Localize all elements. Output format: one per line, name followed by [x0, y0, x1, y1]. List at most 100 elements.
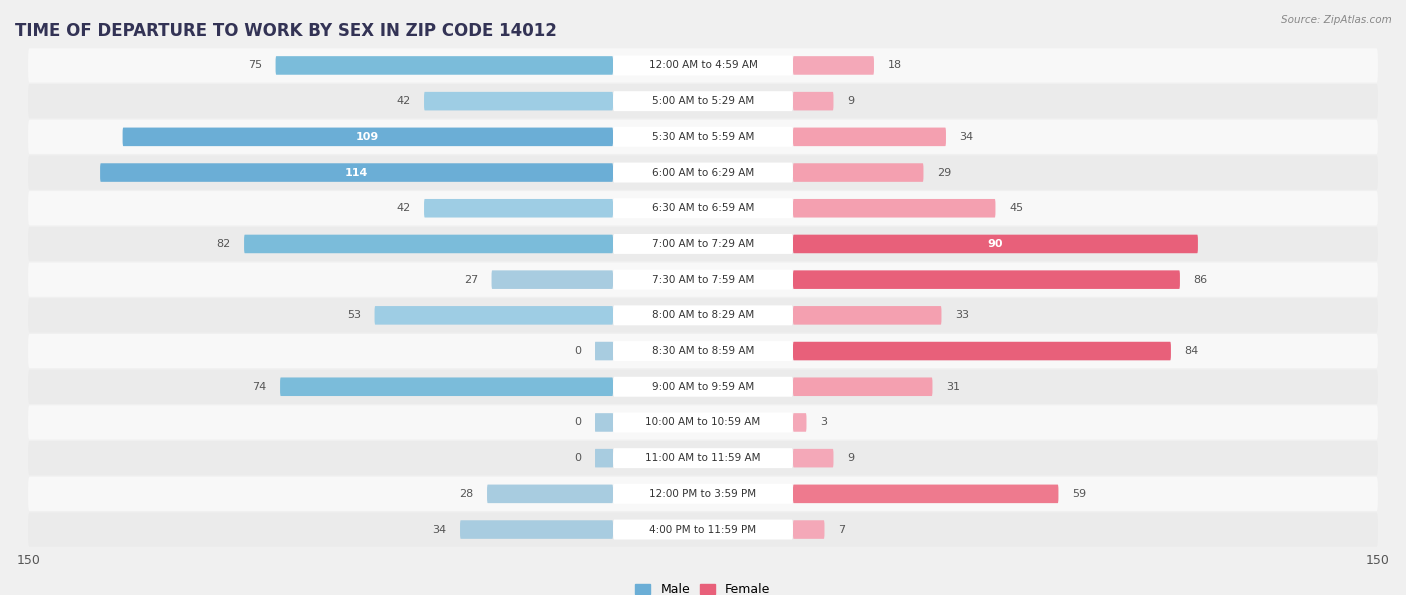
- Text: 7:30 AM to 7:59 AM: 7:30 AM to 7:59 AM: [652, 275, 754, 284]
- FancyBboxPatch shape: [793, 484, 1059, 503]
- Text: 18: 18: [887, 61, 901, 70]
- Text: 7: 7: [838, 525, 845, 534]
- Text: 31: 31: [946, 382, 960, 392]
- FancyBboxPatch shape: [28, 191, 1378, 226]
- Legend: Male, Female: Male, Female: [630, 578, 776, 595]
- Text: 42: 42: [396, 96, 411, 106]
- FancyBboxPatch shape: [595, 342, 613, 361]
- FancyBboxPatch shape: [613, 341, 793, 361]
- Text: Source: ZipAtlas.com: Source: ZipAtlas.com: [1281, 15, 1392, 25]
- FancyBboxPatch shape: [613, 412, 793, 433]
- Text: 109: 109: [356, 132, 380, 142]
- FancyBboxPatch shape: [613, 55, 793, 76]
- FancyBboxPatch shape: [28, 262, 1378, 297]
- Text: 28: 28: [460, 489, 474, 499]
- Text: 86: 86: [1194, 275, 1208, 284]
- Text: 5:00 AM to 5:29 AM: 5:00 AM to 5:29 AM: [652, 96, 754, 106]
- FancyBboxPatch shape: [613, 305, 793, 325]
- Text: 10:00 AM to 10:59 AM: 10:00 AM to 10:59 AM: [645, 418, 761, 427]
- FancyBboxPatch shape: [793, 520, 824, 539]
- Text: 7:00 AM to 7:29 AM: 7:00 AM to 7:29 AM: [652, 239, 754, 249]
- Text: 8:00 AM to 8:29 AM: 8:00 AM to 8:29 AM: [652, 311, 754, 320]
- Text: 12:00 PM to 3:59 PM: 12:00 PM to 3:59 PM: [650, 489, 756, 499]
- FancyBboxPatch shape: [613, 448, 793, 468]
- FancyBboxPatch shape: [613, 234, 793, 254]
- Text: 53: 53: [347, 311, 361, 320]
- Text: 27: 27: [464, 275, 478, 284]
- FancyBboxPatch shape: [793, 56, 875, 75]
- Text: 42: 42: [396, 203, 411, 213]
- Text: 82: 82: [217, 239, 231, 249]
- Text: 0: 0: [575, 418, 582, 427]
- Text: 75: 75: [247, 61, 262, 70]
- FancyBboxPatch shape: [28, 512, 1378, 547]
- FancyBboxPatch shape: [460, 520, 613, 539]
- Text: 9: 9: [846, 453, 853, 463]
- Text: 34: 34: [959, 132, 973, 142]
- FancyBboxPatch shape: [613, 162, 793, 183]
- FancyBboxPatch shape: [613, 91, 793, 111]
- FancyBboxPatch shape: [793, 127, 946, 146]
- FancyBboxPatch shape: [425, 92, 613, 111]
- FancyBboxPatch shape: [793, 413, 807, 432]
- FancyBboxPatch shape: [28, 298, 1378, 333]
- FancyBboxPatch shape: [28, 120, 1378, 154]
- Text: 12:00 AM to 4:59 AM: 12:00 AM to 4:59 AM: [648, 61, 758, 70]
- FancyBboxPatch shape: [28, 48, 1378, 83]
- FancyBboxPatch shape: [793, 199, 995, 218]
- FancyBboxPatch shape: [492, 270, 613, 289]
- Text: 90: 90: [987, 239, 1004, 249]
- FancyBboxPatch shape: [122, 127, 613, 146]
- Text: 29: 29: [936, 168, 952, 177]
- Text: 0: 0: [575, 453, 582, 463]
- FancyBboxPatch shape: [100, 163, 613, 182]
- FancyBboxPatch shape: [793, 449, 834, 468]
- FancyBboxPatch shape: [793, 377, 932, 396]
- Text: 45: 45: [1010, 203, 1024, 213]
- Text: 34: 34: [433, 525, 447, 534]
- Text: 4:00 PM to 11:59 PM: 4:00 PM to 11:59 PM: [650, 525, 756, 534]
- FancyBboxPatch shape: [425, 199, 613, 218]
- Text: 33: 33: [955, 311, 969, 320]
- Text: 5:30 AM to 5:59 AM: 5:30 AM to 5:59 AM: [652, 132, 754, 142]
- FancyBboxPatch shape: [793, 92, 834, 111]
- FancyBboxPatch shape: [245, 234, 613, 253]
- FancyBboxPatch shape: [28, 369, 1378, 404]
- Text: 84: 84: [1184, 346, 1199, 356]
- FancyBboxPatch shape: [793, 306, 942, 325]
- Text: 114: 114: [344, 168, 368, 177]
- FancyBboxPatch shape: [28, 477, 1378, 511]
- FancyBboxPatch shape: [374, 306, 613, 325]
- FancyBboxPatch shape: [613, 484, 793, 504]
- FancyBboxPatch shape: [28, 441, 1378, 475]
- FancyBboxPatch shape: [486, 484, 613, 503]
- Text: 3: 3: [820, 418, 827, 427]
- Text: 9: 9: [846, 96, 853, 106]
- Text: 11:00 AM to 11:59 AM: 11:00 AM to 11:59 AM: [645, 453, 761, 463]
- FancyBboxPatch shape: [613, 198, 793, 218]
- FancyBboxPatch shape: [613, 377, 793, 397]
- Text: 6:30 AM to 6:59 AM: 6:30 AM to 6:59 AM: [652, 203, 754, 213]
- Text: 59: 59: [1071, 489, 1085, 499]
- FancyBboxPatch shape: [613, 270, 793, 290]
- Text: 74: 74: [252, 382, 267, 392]
- FancyBboxPatch shape: [28, 334, 1378, 368]
- FancyBboxPatch shape: [280, 377, 613, 396]
- Text: 8:30 AM to 8:59 AM: 8:30 AM to 8:59 AM: [652, 346, 754, 356]
- Text: 0: 0: [575, 346, 582, 356]
- FancyBboxPatch shape: [28, 84, 1378, 118]
- FancyBboxPatch shape: [613, 127, 793, 147]
- FancyBboxPatch shape: [28, 405, 1378, 440]
- FancyBboxPatch shape: [793, 270, 1180, 289]
- FancyBboxPatch shape: [276, 56, 613, 75]
- Text: 6:00 AM to 6:29 AM: 6:00 AM to 6:29 AM: [652, 168, 754, 177]
- FancyBboxPatch shape: [793, 163, 924, 182]
- FancyBboxPatch shape: [595, 413, 613, 432]
- FancyBboxPatch shape: [28, 227, 1378, 261]
- FancyBboxPatch shape: [613, 519, 793, 540]
- FancyBboxPatch shape: [793, 234, 1198, 253]
- FancyBboxPatch shape: [595, 449, 613, 468]
- Text: TIME OF DEPARTURE TO WORK BY SEX IN ZIP CODE 14012: TIME OF DEPARTURE TO WORK BY SEX IN ZIP …: [14, 23, 557, 40]
- FancyBboxPatch shape: [28, 155, 1378, 190]
- Text: 9:00 AM to 9:59 AM: 9:00 AM to 9:59 AM: [652, 382, 754, 392]
